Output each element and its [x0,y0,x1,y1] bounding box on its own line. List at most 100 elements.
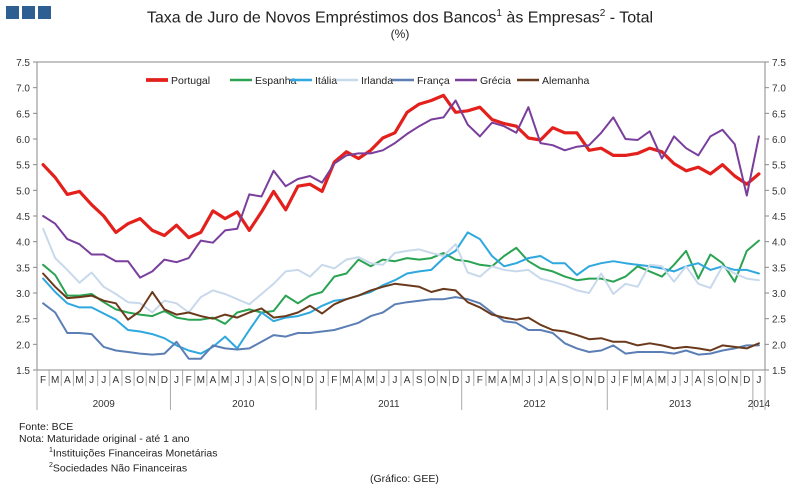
x-month-label: O [573,375,581,386]
x-month-label: D [598,375,605,386]
x-month-label: O [136,375,144,386]
x-month-label: J [235,375,240,386]
footnote-1: 1Instituições Financeiras Monetárias [49,447,218,460]
chart-subtitle: (%) [390,27,410,41]
legend-label: Espanha [255,75,297,87]
chart-credit: (Gráfico: GEE) [370,473,439,485]
legend-label: Alemanha [542,75,589,87]
legend-label: Grécia [480,75,511,87]
x-month-label: M [221,375,229,386]
x-month-label: A [355,375,362,386]
x-month-label: N [149,375,156,386]
x-month-label: J [756,375,761,386]
x-year-label: 2010 [232,399,255,410]
y-tick-label-left: 1.5 [16,366,30,377]
y-tick-label-right: 6.5 [772,109,786,120]
x-month-label: M [658,375,666,386]
x-month-label: J [538,375,543,386]
series-line-irlanda [42,227,760,314]
x-month-label: D [743,375,750,386]
x-month-label: J [89,375,94,386]
x-month-label: M [342,375,350,386]
y-tick-label-right: 2.0 [772,340,786,351]
x-month-label: A [695,375,702,386]
series-line-itália [42,231,760,355]
x-year-label: 2014 [748,399,771,410]
x-month-label: S [270,375,277,386]
x-year-label: 2009 [93,399,116,410]
x-month-label: A [549,375,556,386]
legend-label: Itália [315,75,337,87]
source-note: Fonte: BCE [19,421,74,433]
x-month-label: F [477,375,483,386]
y-tick-label-right: 4.5 [772,212,786,223]
y-tick-label-left: 5.0 [16,186,30,197]
x-month-label: M [488,375,496,386]
y-tick-label-right: 7.5 [772,58,786,69]
logo-square [38,6,51,19]
y-tick-label-right: 7.0 [772,84,786,95]
x-month-label: J [174,375,179,386]
x-month-label: D [161,375,168,386]
x-month-label: A [113,375,120,386]
x-year-label: 2012 [523,399,546,410]
x-month-label: M [197,375,205,386]
x-month-label: J [684,375,689,386]
x-month-label: J [320,375,325,386]
y-tick-label-left: 7.5 [16,58,30,69]
x-month-label: A [404,375,411,386]
x-month-label: O [719,375,727,386]
x-month-label: S [707,375,714,386]
x-month-label: J [465,375,470,386]
x-month-label: M [75,375,83,386]
chart-notes: Fonte: BCE Nota: Maturidade original - a… [19,421,217,474]
y-tick-label-right: 1.5 [772,366,786,377]
series-line-alemanha [42,272,760,352]
x-month-label: J [672,375,677,386]
gee-logo [6,6,51,19]
x-month-label: F [40,375,46,386]
logo-square [6,6,19,19]
x-month-label: O [282,375,290,386]
x-month-label: S [125,375,132,386]
x-year-label: 2011 [378,399,400,410]
x-month-label: A [258,375,265,386]
x-month-label: J [526,375,531,386]
logo-square [22,6,35,19]
x-month-label: N [731,375,738,386]
x-month-label: J [101,375,106,386]
x-month-label: A [501,375,508,386]
x-month-label: N [440,375,447,386]
x-month-label: J [380,375,385,386]
plot-frame [36,61,766,371]
series-line-grécia [42,99,760,279]
series-line-espanha [42,239,760,325]
x-month-label: F [186,375,192,386]
y-tick-label-right: 3.0 [772,289,786,300]
y-tick-label-left: 6.0 [16,135,30,146]
x-month-label: S [416,375,423,386]
x-month-label: M [51,375,59,386]
x-month-label: A [646,375,653,386]
y-tick-label-right: 2.5 [772,315,786,326]
series-line-frança [42,296,760,360]
y-tick-label-left: 4.0 [16,238,30,249]
x-month-label: F [331,375,337,386]
x-month-label: A [210,375,217,386]
x-month-label: M [633,375,641,386]
x-month-label: O [427,375,435,386]
legend-label: Portugal [171,75,210,87]
x-month-label: D [452,375,459,386]
x-month-label: F [622,375,628,386]
y-tick-label-left: 6.5 [16,109,30,120]
y-tick-label-left: 3.5 [16,263,30,274]
x-month-label: J [611,375,616,386]
y-tick-label-left: 3.0 [16,289,30,300]
x-year-label: 2013 [669,399,692,410]
x-month-label: J [247,375,252,386]
y-tick-label-right: 5.0 [772,186,786,197]
y-tick-label-left: 5.5 [16,161,30,172]
y-tick-label-left: 4.5 [16,212,30,223]
y-tick-label-right: 3.5 [772,263,786,274]
